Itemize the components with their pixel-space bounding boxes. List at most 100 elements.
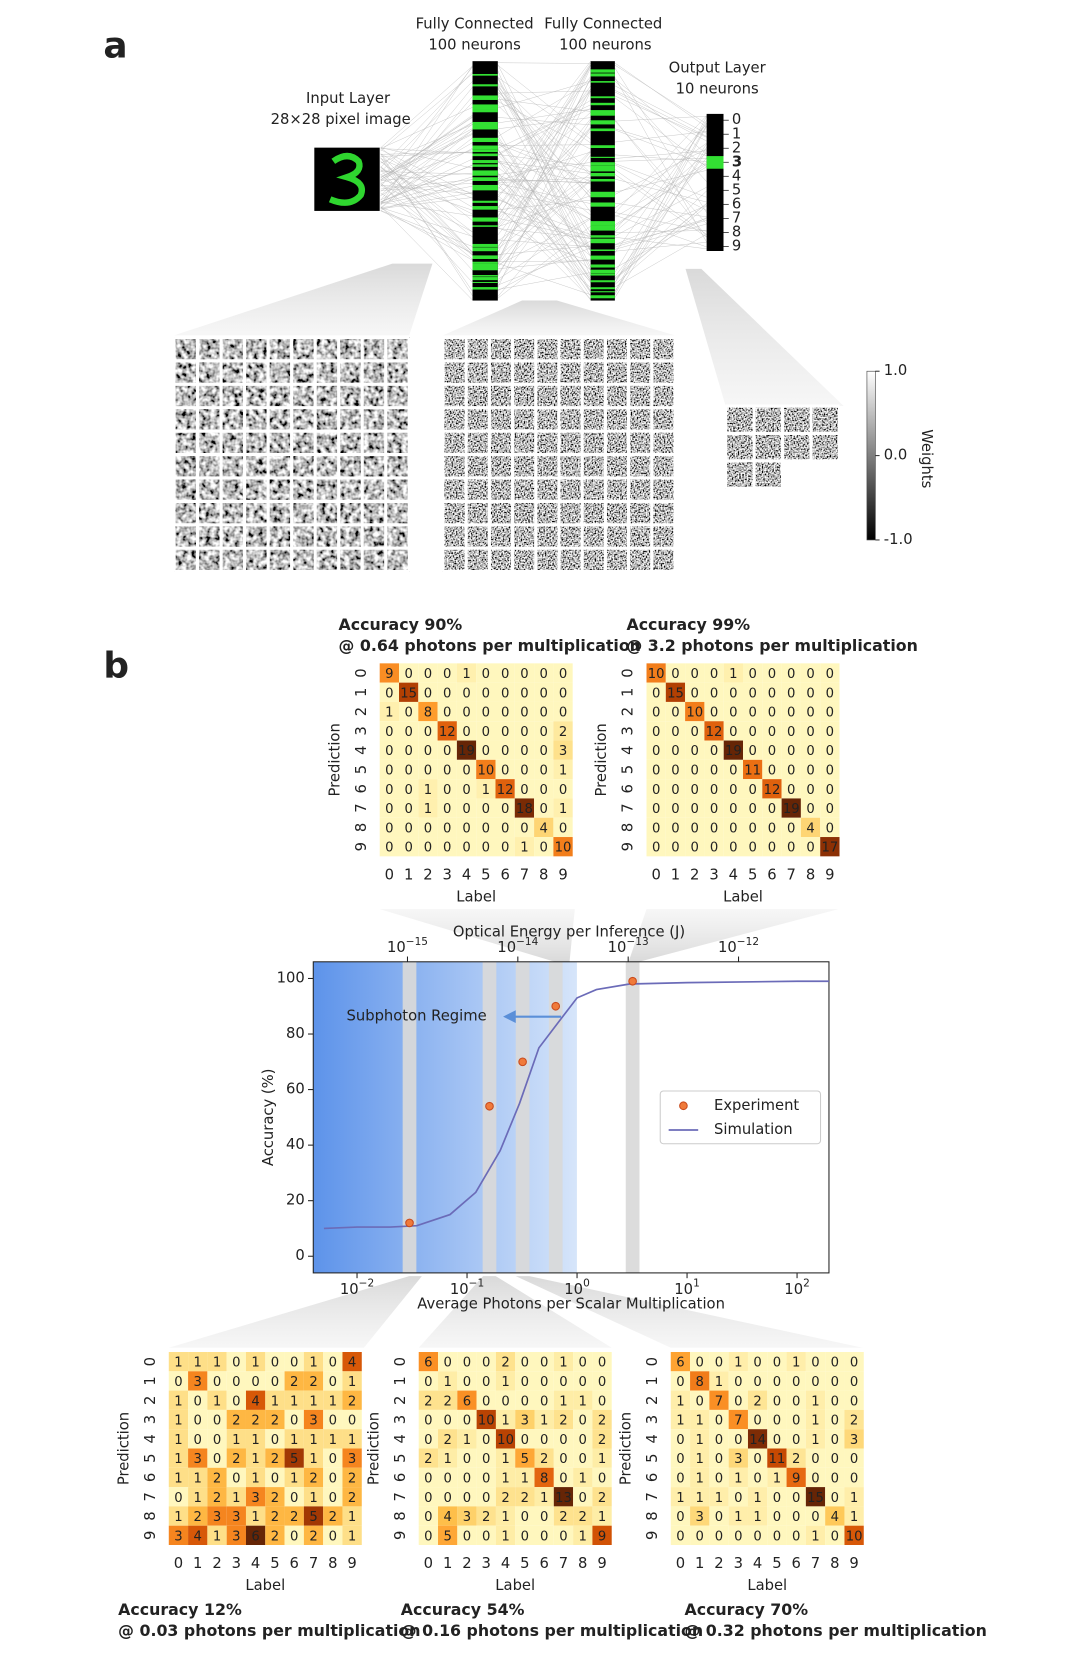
cell-label: 2	[348, 1394, 356, 1409]
neuron-activation	[472, 149, 498, 153]
cell	[553, 1506, 574, 1526]
cell	[188, 1448, 208, 1468]
y-tick-label: 7	[620, 803, 637, 812]
cell-label: 0	[710, 744, 718, 759]
connection	[497, 87, 591, 238]
cell-label: 0	[443, 1472, 451, 1487]
cell	[825, 1390, 845, 1410]
x-tick-label: 102	[784, 1277, 809, 1297]
cell-label: 0	[768, 802, 776, 817]
zoom-fan	[515, 1276, 863, 1348]
cell-label: 0	[652, 841, 660, 856]
cell	[514, 759, 535, 780]
cell-label: 0	[676, 1375, 684, 1390]
cell-label: 1	[696, 1414, 704, 1429]
cell-label: 0	[773, 1510, 781, 1525]
cell-label: 0	[463, 1491, 471, 1506]
tick-base: 10	[340, 1281, 359, 1298]
tick-exponent: −14	[516, 936, 539, 948]
cell	[495, 1487, 516, 1507]
cell	[418, 1467, 439, 1488]
cell	[690, 1448, 710, 1468]
connection	[497, 63, 591, 209]
cell-label: 0	[768, 821, 776, 836]
x-axis-label: Label	[456, 888, 496, 905]
y-axis-label: Accuracy (%)	[260, 1069, 277, 1167]
cell	[709, 1506, 729, 1526]
cell	[844, 1390, 864, 1410]
cell-label: 0	[748, 725, 756, 740]
x-tick-label: 1	[404, 866, 413, 883]
cell-label: 0	[652, 725, 660, 740]
cell-label: 3	[251, 1491, 259, 1506]
cell	[418, 721, 438, 741]
cell	[226, 1371, 246, 1391]
cell	[515, 1467, 535, 1488]
cell	[495, 740, 515, 760]
connection	[380, 137, 473, 209]
cell	[786, 1525, 806, 1545]
y-tick-label: 0	[392, 1357, 409, 1366]
zoom-fan	[168, 1276, 422, 1348]
cell	[303, 1525, 324, 1545]
neuron-activation	[472, 200, 498, 203]
cell-label: 1	[329, 1394, 337, 1409]
y-tick-label: 4	[644, 1434, 661, 1443]
connection	[380, 206, 473, 301]
neuron-activation	[472, 261, 498, 264]
cell	[844, 1487, 864, 1507]
cell-label: 0	[748, 667, 756, 682]
cell	[495, 1467, 516, 1488]
connection	[614, 215, 707, 248]
connection	[614, 174, 707, 238]
cell	[685, 740, 705, 760]
cell-label: 0	[540, 1375, 548, 1390]
cell-label: 0	[753, 1375, 761, 1390]
cell-label: 1	[501, 1529, 509, 1544]
cell	[825, 1429, 845, 1449]
x-tick-label: 2	[212, 1555, 221, 1572]
cell-label: 0	[540, 1433, 548, 1448]
cell	[685, 682, 705, 702]
cell	[665, 740, 686, 760]
cell-label: 1	[290, 1394, 298, 1409]
x-axis-label: Label	[245, 1577, 285, 1594]
connection	[497, 64, 591, 218]
cell-label: 0	[329, 1472, 337, 1487]
x-tick-label: 5	[481, 866, 490, 883]
cell-label: 3	[463, 1510, 471, 1525]
subphoton-region	[313, 961, 577, 1273]
cell	[418, 1409, 439, 1430]
y-axis-label: Prediction	[593, 723, 610, 796]
connection	[497, 78, 591, 265]
connection	[497, 179, 591, 183]
neuron-activation	[590, 256, 615, 259]
cell	[728, 1429, 748, 1449]
cell	[728, 1390, 748, 1410]
experiment-point	[518, 1057, 527, 1067]
x-tick-label: 3	[482, 1555, 491, 1572]
cell-label: 18	[516, 802, 533, 817]
matrix-title: Accuracy 99%	[626, 615, 750, 634]
x2-tick-label: 10−13	[608, 936, 649, 956]
connection	[497, 149, 591, 249]
cell	[704, 837, 724, 857]
neuron-activation	[590, 69, 615, 73]
connection	[614, 205, 707, 245]
cell	[553, 798, 573, 818]
cell-label: 0	[773, 1394, 781, 1409]
cell	[226, 1409, 246, 1430]
cell-label: 0	[671, 667, 679, 682]
cell-label: 2	[290, 1375, 298, 1390]
cell-label: 0	[385, 686, 393, 701]
x-tick-label: 4	[501, 1555, 510, 1572]
x-tick-label: 100	[564, 1277, 589, 1297]
cell-label: 0	[768, 841, 776, 856]
cell-label: 1	[729, 667, 737, 682]
neuron-activation	[472, 277, 498, 281]
cell-label: 0	[521, 1433, 529, 1448]
cell-label: 0	[715, 1510, 723, 1525]
cell-label: 0	[462, 764, 470, 779]
cell	[743, 759, 763, 780]
cell	[781, 837, 801, 857]
